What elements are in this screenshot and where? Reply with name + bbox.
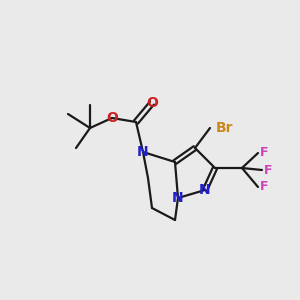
Text: F: F (260, 146, 269, 160)
Text: N: N (137, 145, 149, 159)
Text: Br: Br (216, 121, 233, 135)
Text: F: F (260, 181, 269, 194)
Text: O: O (146, 96, 158, 110)
Text: N: N (199, 183, 211, 197)
Text: F: F (264, 164, 272, 176)
Text: N: N (172, 191, 184, 205)
Text: O: O (106, 111, 118, 125)
